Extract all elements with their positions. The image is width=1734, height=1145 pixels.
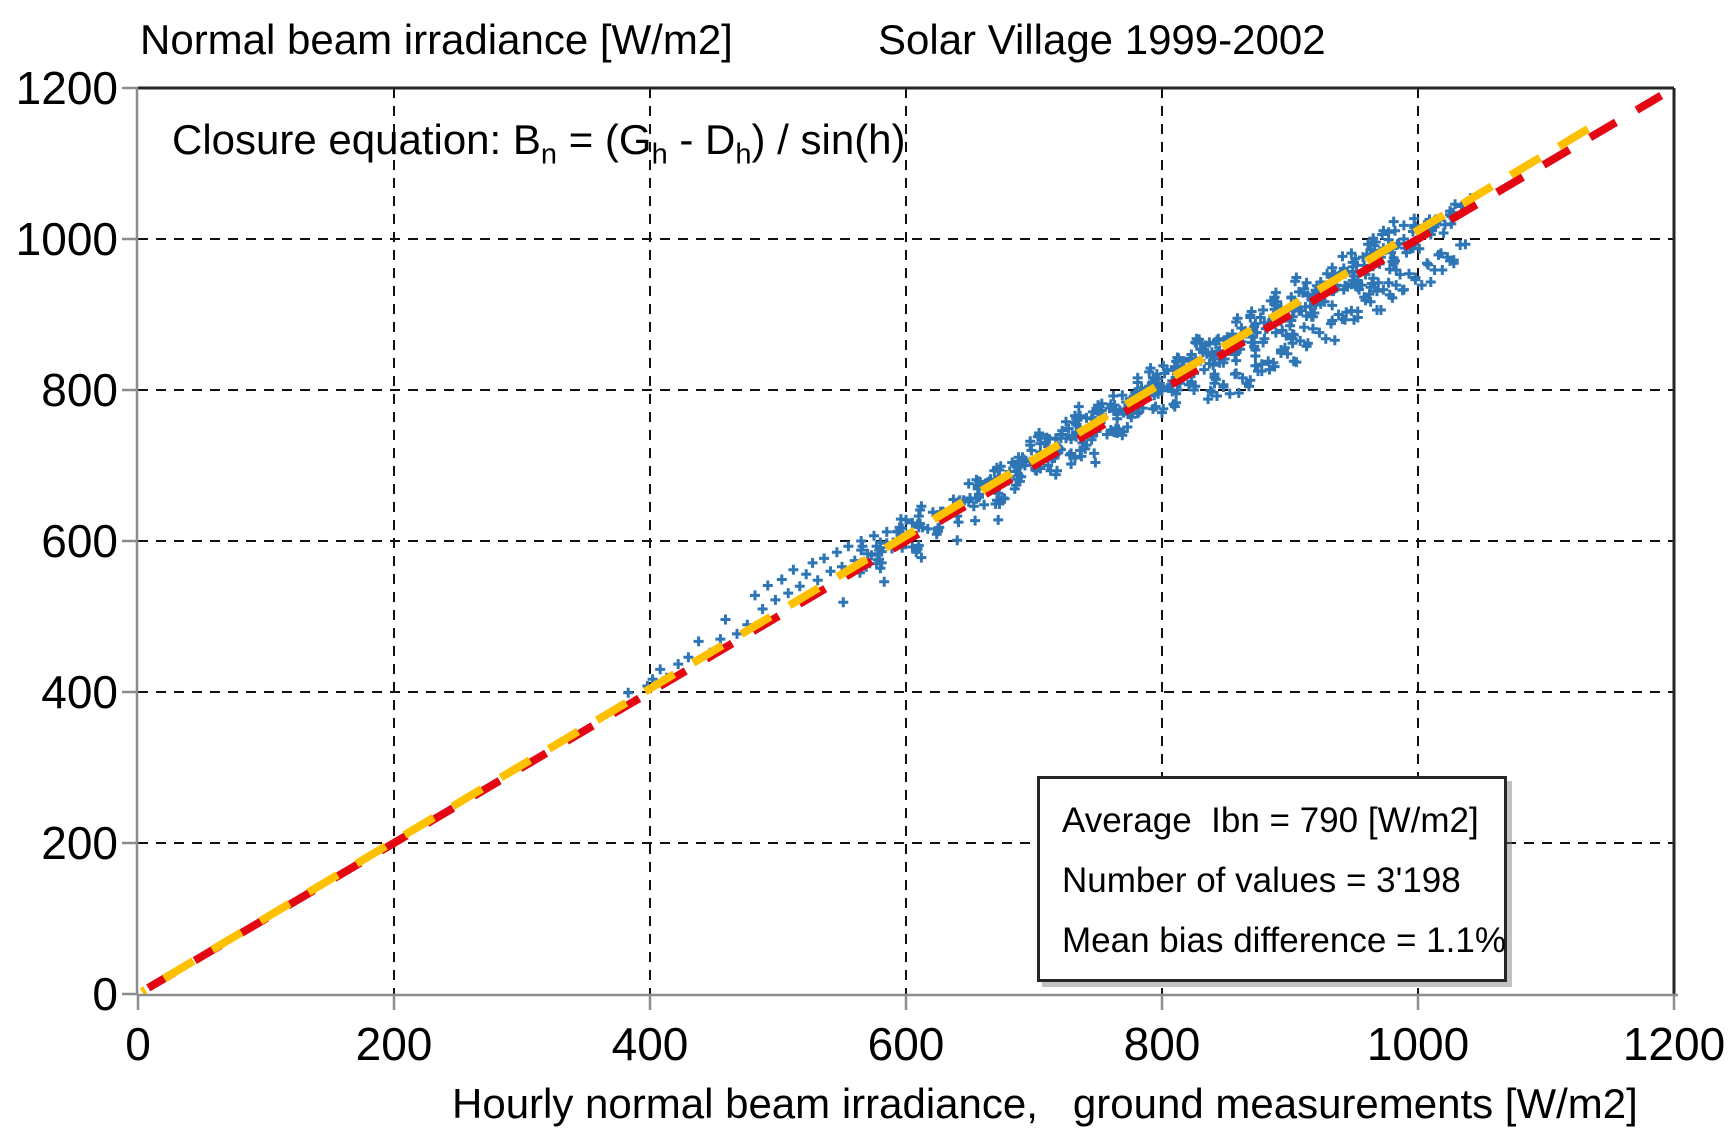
- x-tick-label: 600: [867, 1018, 945, 1070]
- stat-average-ibn: Average Ibn = 790 [W/m2]: [1062, 801, 1479, 840]
- y-tick-label: 1200: [15, 62, 118, 114]
- equation-subscript: n: [540, 138, 558, 171]
- equation-text: Closure equation: B: [172, 116, 541, 163]
- chart-title-right: Solar Village 1999-2002: [878, 16, 1326, 63]
- y-tick-label: 800: [41, 364, 118, 416]
- equation-text: = (G: [557, 116, 652, 163]
- y-tick-label: 0: [92, 968, 118, 1020]
- fit-line: [139, 120, 1600, 996]
- x-tick-label: 400: [611, 1018, 689, 1070]
- reference-lines: [139, 92, 1664, 996]
- chart-title-left: Normal beam irradiance [W/m2]: [140, 16, 733, 63]
- y-tick-label: 200: [41, 817, 118, 869]
- y-tick-label: 600: [41, 515, 118, 567]
- equation-subscript: h: [735, 138, 752, 171]
- closure-equation-annotation: Closure equation: Bn = (Gh - Dh) / sin(h…: [172, 116, 906, 171]
- x-tick-label: 1000: [1366, 1018, 1470, 1070]
- stat-mean-bias-difference: Mean bias difference = 1.1%: [1062, 921, 1506, 960]
- equation-text: - D: [667, 116, 736, 163]
- y-tick-label: 400: [41, 666, 118, 718]
- scatter-series-path: [623, 193, 1476, 698]
- x-axis-title: Hourly normal beam irradiance, ground me…: [452, 1080, 1638, 1127]
- equation-text: ) / sin(h): [751, 116, 906, 163]
- x-tick-label: 200: [355, 1018, 433, 1070]
- x-tick-label: 800: [1123, 1018, 1201, 1070]
- stat-number-of-values: Number of values = 3'198: [1062, 861, 1461, 900]
- identity-line: [146, 92, 1664, 992]
- x-tick-label: 0: [125, 1018, 151, 1070]
- y-tick-label: 1000: [15, 213, 118, 265]
- plot-frame: [122, 86, 1678, 1010]
- equation-subscript: h: [651, 138, 668, 171]
- scatter-points: [623, 193, 1476, 698]
- statistics-box: Average Ibn = 790 [W/m2] Number of value…: [1037, 776, 1507, 982]
- x-tick-label: 1200: [1622, 1018, 1726, 1070]
